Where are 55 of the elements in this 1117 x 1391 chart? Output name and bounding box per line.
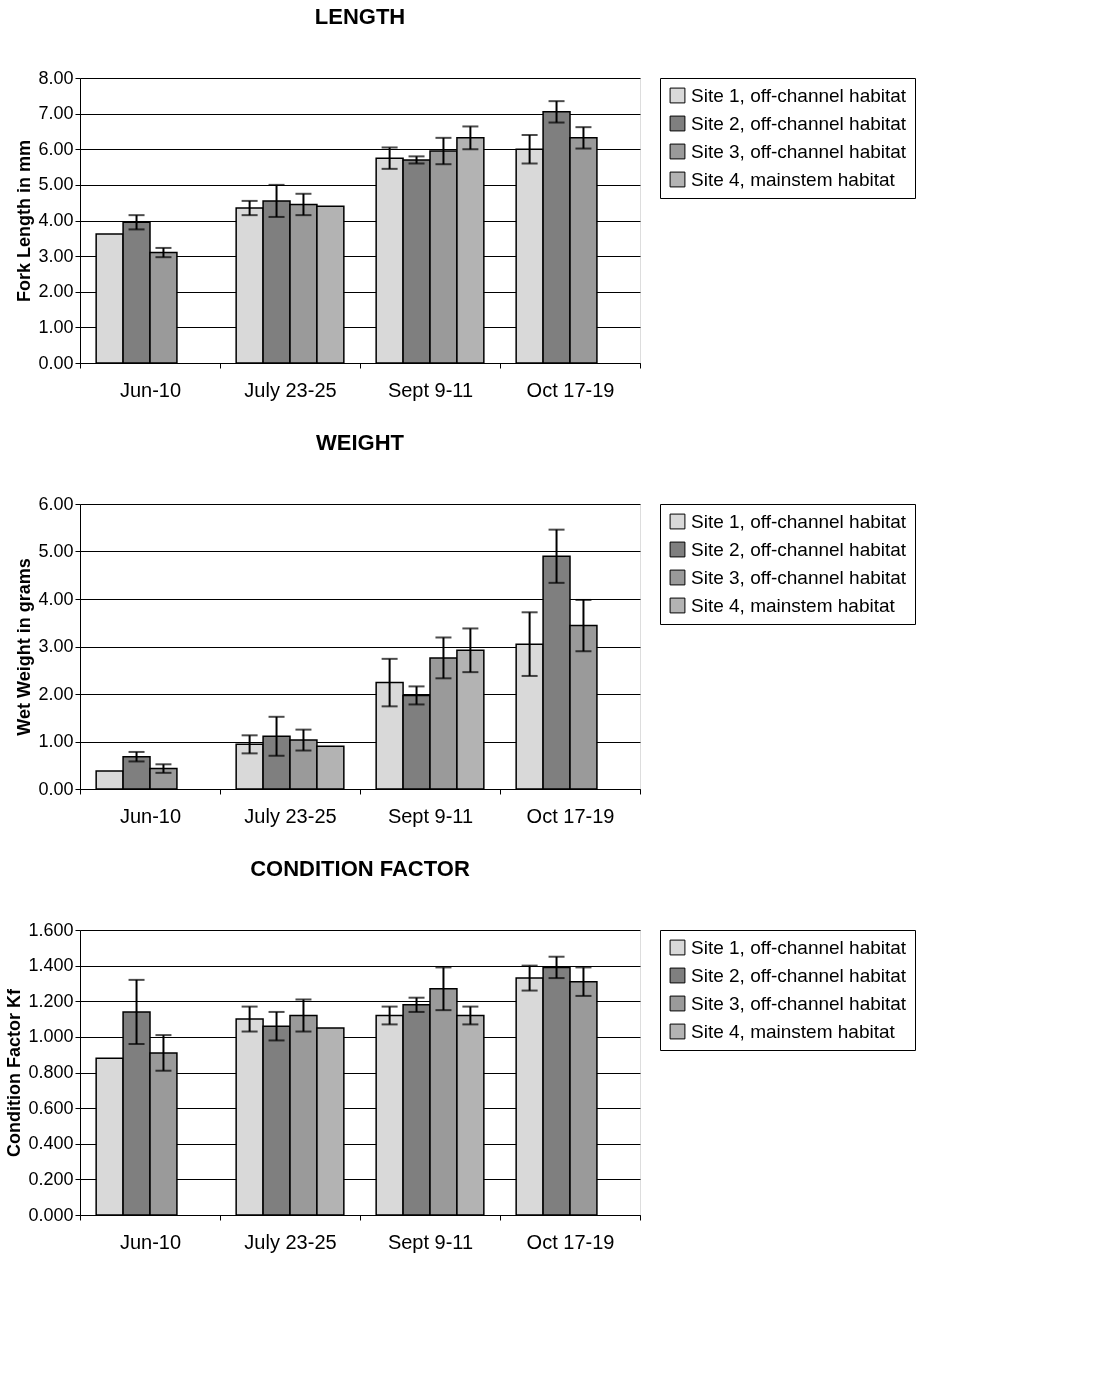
legend-label: Site 4, mainstem habitat (691, 594, 896, 616)
legend-label: Site 1, off-channel habitat (691, 84, 907, 106)
y-tick-label: 2.00 (38, 281, 74, 302)
x-tick-label: Jun-10 (119, 1230, 182, 1253)
chart-title: CONDITION FACTOR (250, 856, 470, 881)
legend-label: Site 2, off-channel habitat (691, 538, 907, 560)
y-axis-title: Condition Factor Kf (4, 988, 25, 1157)
legend-label: Site 3, off-channel habitat (691, 140, 907, 162)
y-tick-label: 3.00 (38, 636, 74, 656)
x-tick-label: Jun-10 (119, 378, 182, 401)
y-tick-label: 1.00 (38, 316, 74, 337)
x-tick-label: Sept 9-11 (387, 804, 474, 827)
x-tick-label: Oct 17-19 (526, 804, 615, 827)
legend-label: Site 1, off-channel habitat (691, 510, 907, 532)
y-tick-label: 0.400 (28, 1133, 74, 1154)
y-tick-label: 1.000 (28, 1026, 74, 1047)
x-tick-label: Oct 17-19 (526, 378, 615, 401)
x-tick-label: July 23-25 (244, 1230, 337, 1253)
y-tick-label: 2.00 (38, 683, 74, 704)
y-axis-title: Wet Weight in grams (14, 558, 35, 736)
legend-label: Site 2, off-channel habitat (691, 964, 907, 986)
y-tick-label: 1.400 (28, 955, 74, 976)
chart-title: LENGTH (314, 4, 406, 29)
legend-label: Site 3, off-channel habitat (691, 992, 907, 1014)
x-tick-label: July 23-25 (244, 378, 337, 401)
y-tick-label: 1.600 (28, 919, 74, 940)
y-tick-label: 5.00 (38, 541, 74, 561)
y-tick-label: 1.00 (38, 731, 74, 751)
x-tick-label: Sept 9-11 (387, 378, 474, 401)
y-tick-label: 7.00 (38, 103, 74, 124)
legend-label: Site 4, mainstem habitat (691, 168, 896, 190)
x-tick-label: Oct 17-19 (526, 1230, 615, 1253)
y-tick-label: 0.800 (28, 1062, 74, 1082)
x-tick-label: Jun-10 (119, 804, 182, 827)
x-tick-label: Sept 9-11 (387, 1230, 474, 1253)
legend-label: Site 1, off-channel habitat (691, 936, 907, 958)
legend-label: Site 3, off-channel habitat (691, 566, 907, 588)
chart-title: WEIGHT (316, 430, 405, 455)
y-tick-label: 0.00 (38, 352, 74, 373)
y-tick-label: 4.00 (38, 588, 74, 609)
legend-label: Site 2, off-channel habitat (691, 112, 907, 134)
y-tick-label: 0.00 (38, 778, 74, 799)
y-tick-label: 6.00 (38, 493, 74, 514)
y-tick-label: 0.600 (28, 1097, 74, 1118)
y-tick-label: 1.200 (28, 990, 74, 1011)
y-tick-label: 5.00 (38, 174, 74, 195)
y-tick-label: 4.00 (38, 210, 74, 230)
x-tick-label: July 23-25 (244, 804, 337, 827)
y-tick-label: 8.00 (38, 67, 74, 88)
legend-label: Site 4, mainstem habitat (691, 1020, 896, 1042)
y-tick-label: 0.000 (28, 1204, 74, 1225)
y-tick-label: 3.00 (38, 245, 74, 266)
y-axis-title: Fork Length in mm (14, 140, 35, 302)
y-tick-label: 0.200 (28, 1168, 74, 1189)
y-tick-label: 6.00 (38, 138, 74, 159)
